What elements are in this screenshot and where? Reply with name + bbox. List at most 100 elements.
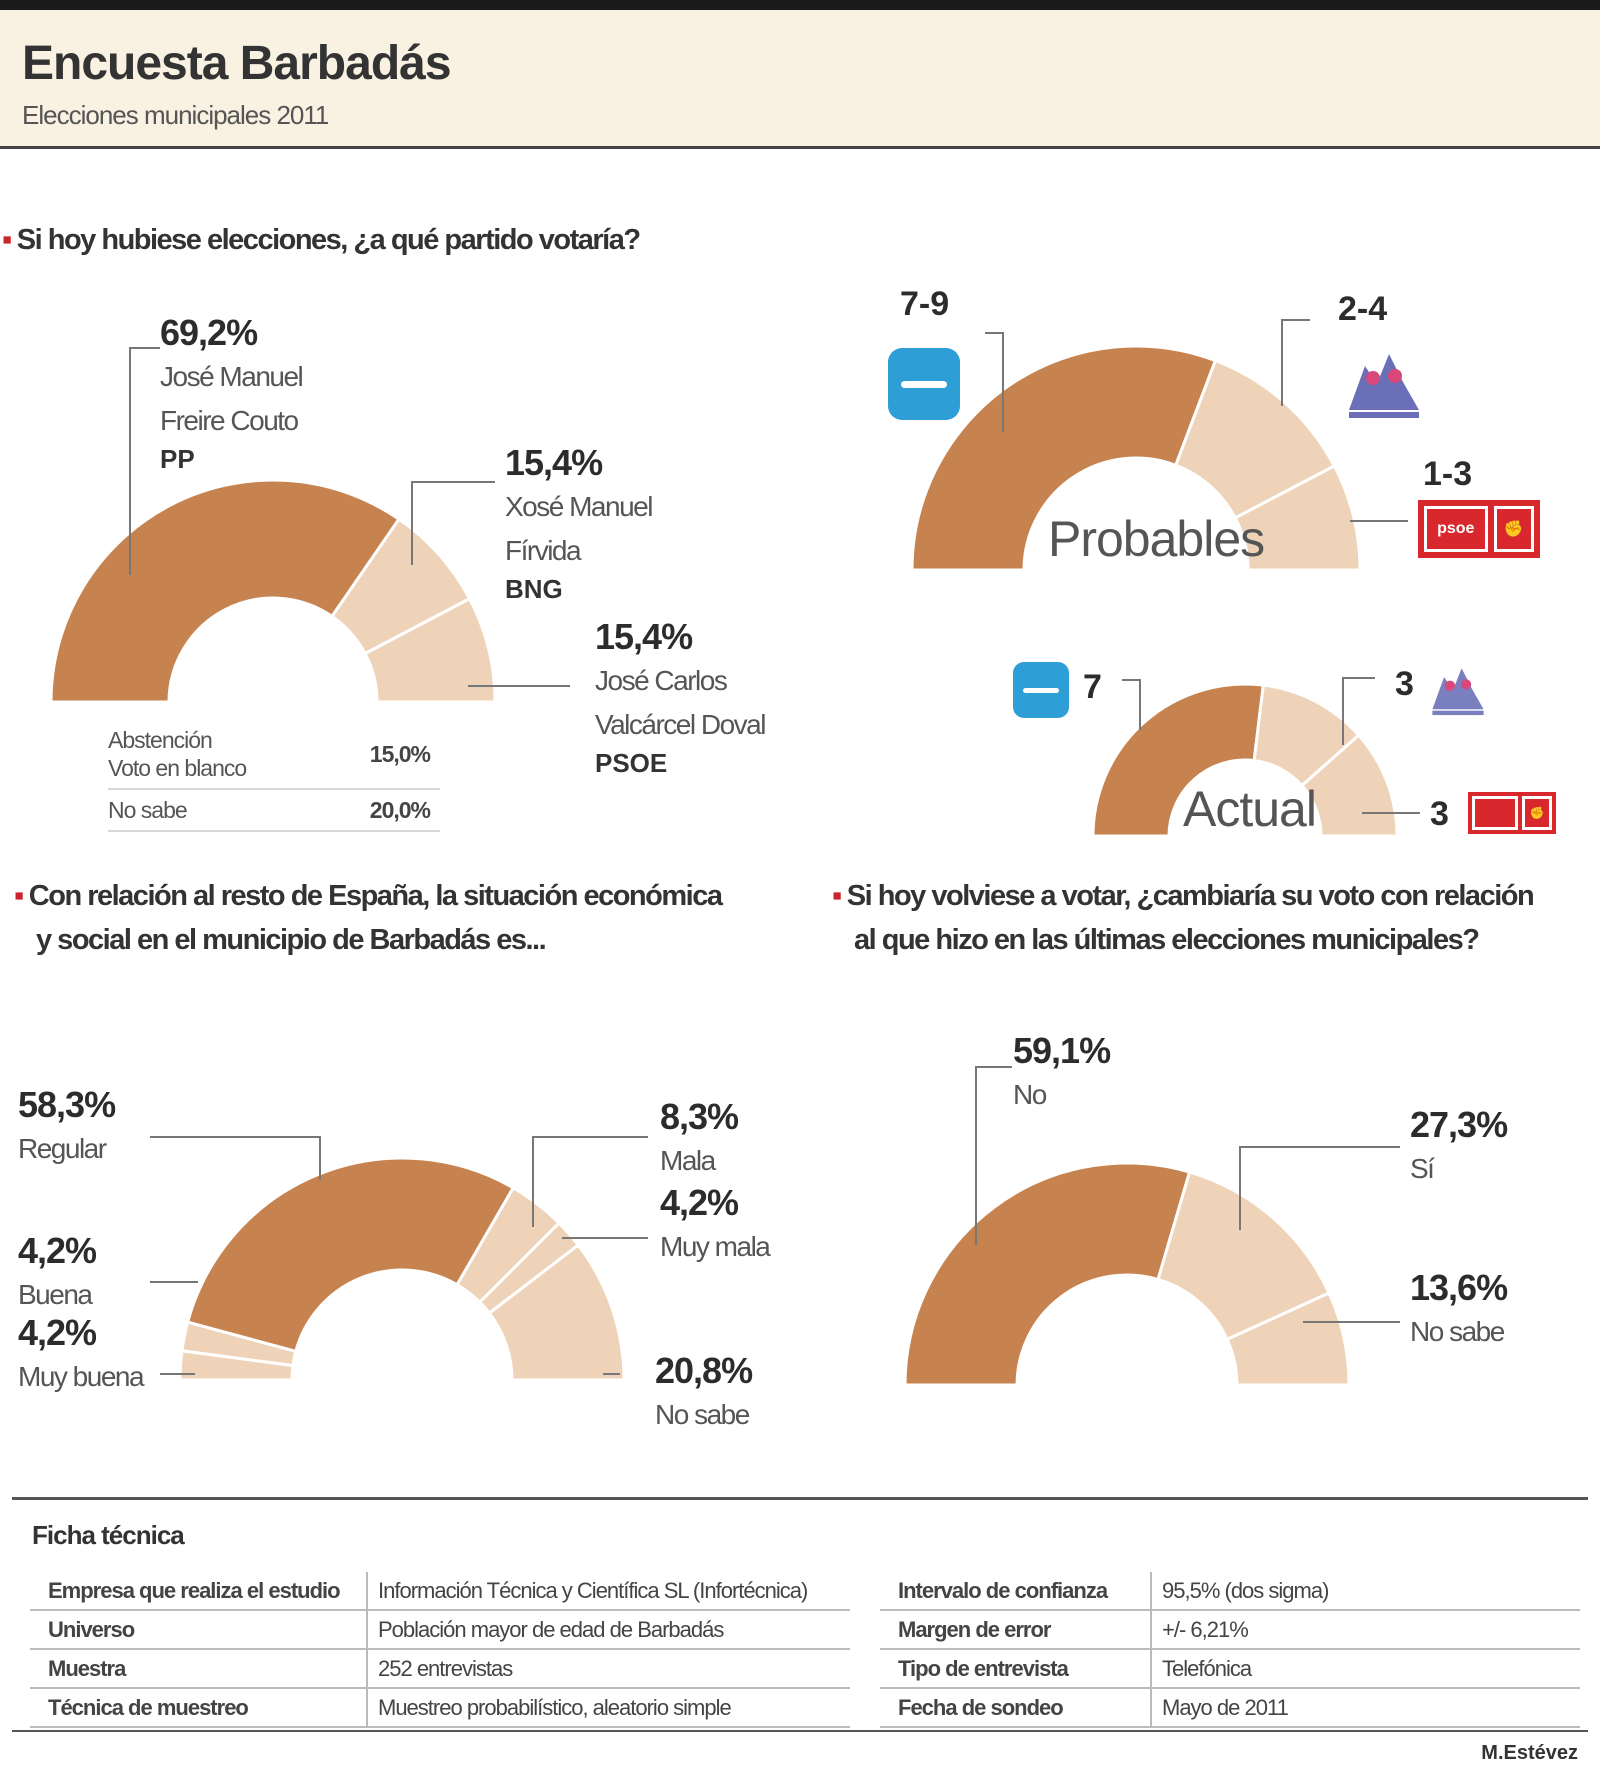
label-regular: 58,3% Regular xyxy=(18,1082,116,1171)
pp-logo-icon xyxy=(888,348,960,420)
psoe-logo-box xyxy=(1472,796,1518,830)
bullet-icon: ▪ xyxy=(832,880,842,912)
question-vote-intention: ▪ Si hoy hubiese elecciones, ¿a qué parti… xyxy=(2,218,641,262)
label-si: 27,3% Sí xyxy=(1410,1102,1508,1191)
label-name: No xyxy=(1013,1079,1047,1110)
label-pct: 4,2% xyxy=(18,1312,97,1353)
label-pct: 4,2% xyxy=(18,1230,97,1271)
label-party: BNG xyxy=(505,574,563,604)
label-party: PSOE xyxy=(595,748,668,778)
blank-vote-label: Voto en blanco xyxy=(108,755,247,781)
ficha-value: 252 entrevistas xyxy=(378,1655,513,1681)
label-pct: 27,3% xyxy=(1410,1104,1508,1145)
label-pct: 20,8% xyxy=(655,1350,753,1391)
label-name-line2: Freire Couto xyxy=(160,405,299,436)
ficha-value: +/- 6,21% xyxy=(1162,1616,1249,1642)
label-pct: 58,3% xyxy=(18,1084,116,1125)
leader-line-mala xyxy=(532,1136,648,1227)
label-pct: 69,2% xyxy=(160,312,258,353)
label-pct: 15,4% xyxy=(505,442,603,483)
label-name: Regular xyxy=(18,1133,107,1164)
label-muy-mala: 4,2% Muy mala xyxy=(660,1180,771,1269)
page-title: Encuesta Barbadás xyxy=(22,37,452,90)
no-sabe-label: No sabe xyxy=(108,797,188,823)
segment-psoe xyxy=(1299,733,1399,838)
segment-pp xyxy=(910,344,1218,572)
ficha-row: Muestra 252 entrevistas xyxy=(30,1650,850,1689)
label-no-sabe: 20,8% No sabe xyxy=(655,1348,753,1437)
label-name-line1: José Manuel xyxy=(160,361,304,392)
ficha-row: Margen de error +/- 6,21% xyxy=(880,1611,1580,1650)
no-sabe-row: No sabe 20,0% xyxy=(108,790,440,832)
bullet-icon: ▪ xyxy=(2,224,12,256)
leader-line-no xyxy=(975,1066,1012,1245)
label-name-line1: Xosé Manuel xyxy=(505,491,653,522)
label-pp: 69,2% José Manuel Freire Couto PP xyxy=(160,310,304,476)
psoe-rose-icon: ✊ xyxy=(1493,506,1534,552)
segment-no-sabe xyxy=(487,1242,626,1382)
psoe-logo-text: psoe xyxy=(1424,506,1488,552)
ficha-value: Mayo de 2011 xyxy=(1162,1694,1289,1720)
leader-line-bng-probable xyxy=(1281,319,1310,406)
probables-label: Probables xyxy=(1048,511,1265,567)
ficha-key: Muestra xyxy=(30,1650,368,1687)
footer-divider xyxy=(12,1730,1588,1732)
ficha-left-table: Empresa que realiza el estudio Informació… xyxy=(30,1572,850,1728)
chart-economic-situation xyxy=(178,1156,626,1382)
ficha-value: Muestreo probabilístico, aleatorio simpl… xyxy=(378,1694,732,1720)
bng-logo-icon xyxy=(1349,354,1419,418)
leader-line-bng-actual xyxy=(1342,677,1375,745)
label-mala: 8,3% Mala xyxy=(660,1094,739,1183)
leader-line-pp-probable xyxy=(985,332,1004,432)
no-sabe-value: 20,0% xyxy=(369,796,431,823)
leader-line-regular xyxy=(150,1136,321,1180)
label-pct: 13,6% xyxy=(1410,1267,1508,1308)
segment-psoe xyxy=(1233,463,1362,572)
segment-pp xyxy=(49,478,402,704)
label-no: 59,1% No xyxy=(1013,1028,1111,1117)
label-name: Buena xyxy=(18,1279,93,1310)
leader-line-pp xyxy=(129,347,160,575)
bullet-icon: ▪ xyxy=(14,880,24,912)
segment-no xyxy=(903,1161,1192,1387)
ficha-key: Técnica de muestreo xyxy=(30,1689,368,1726)
label-pct: 4,2% xyxy=(660,1182,739,1223)
chart-seats-probables xyxy=(910,344,1362,572)
header-band: Encuesta Barbadás Elecciones municipales… xyxy=(0,10,1600,149)
page-subtitle: Elecciones municipales 2011 xyxy=(22,100,329,130)
psoe-rose-icon: ✊ xyxy=(1522,796,1552,830)
seats-pp-actual: 7 xyxy=(1083,668,1102,706)
abstention-label: Abstención xyxy=(108,727,213,753)
ficha-row: Fecha de sondeo Mayo de 2011 xyxy=(880,1689,1580,1728)
label-name: No sabe xyxy=(655,1399,750,1430)
segment-regular xyxy=(185,1156,516,1354)
question-text-line2: y social en el municipio de Barbadás es.… xyxy=(36,924,547,956)
label-pct: 59,1% xyxy=(1013,1030,1111,1071)
ficha-value: 95,5% (dos sigma) xyxy=(1162,1577,1329,1603)
ficha-key: Intervalo de confianza xyxy=(880,1572,1152,1609)
ficha-divider xyxy=(12,1497,1588,1500)
label-pct: 8,3% xyxy=(660,1096,739,1137)
bng-logo-icon xyxy=(1432,668,1484,716)
segment-no-sabe xyxy=(1225,1291,1351,1387)
ficha-row: Empresa que realiza el estudio Informació… xyxy=(30,1572,850,1611)
ficha-row: Tipo de entrevista Telefónica xyxy=(880,1650,1580,1689)
actual-label: Actual xyxy=(1183,781,1317,837)
label-name: No sabe xyxy=(1410,1316,1505,1347)
label-name-line1: José Carlos xyxy=(595,665,728,696)
label-name: Muy buena xyxy=(18,1361,145,1392)
ficha-row: Intervalo de confianza 95,5% (dos sigma) xyxy=(880,1572,1580,1611)
ficha-key: Empresa que realiza el estudio xyxy=(30,1572,368,1609)
leader-lines xyxy=(129,319,1420,1375)
segment-psoe xyxy=(363,596,497,704)
abstention-row: Abstención Voto en blanco 15,0% xyxy=(108,720,440,790)
leader-line-pp-actual xyxy=(1122,679,1141,730)
label-psoe: 15,4% José Carlos Valcárcel Doval PSOE xyxy=(595,614,766,780)
seats-pp-probable: 7-9 xyxy=(900,285,950,323)
ficha-value: Telefónica xyxy=(1162,1655,1252,1681)
abstention-table: Abstención Voto en blanco 15,0% No sabe 2… xyxy=(108,720,440,832)
psoe-logo-icon: ✊ xyxy=(1468,792,1556,834)
ficha-key: Tipo de entrevista xyxy=(880,1650,1152,1687)
segment-sí xyxy=(1156,1170,1332,1342)
label-bng: 15,4% Xosé Manuel Fírvida BNG xyxy=(505,440,653,606)
